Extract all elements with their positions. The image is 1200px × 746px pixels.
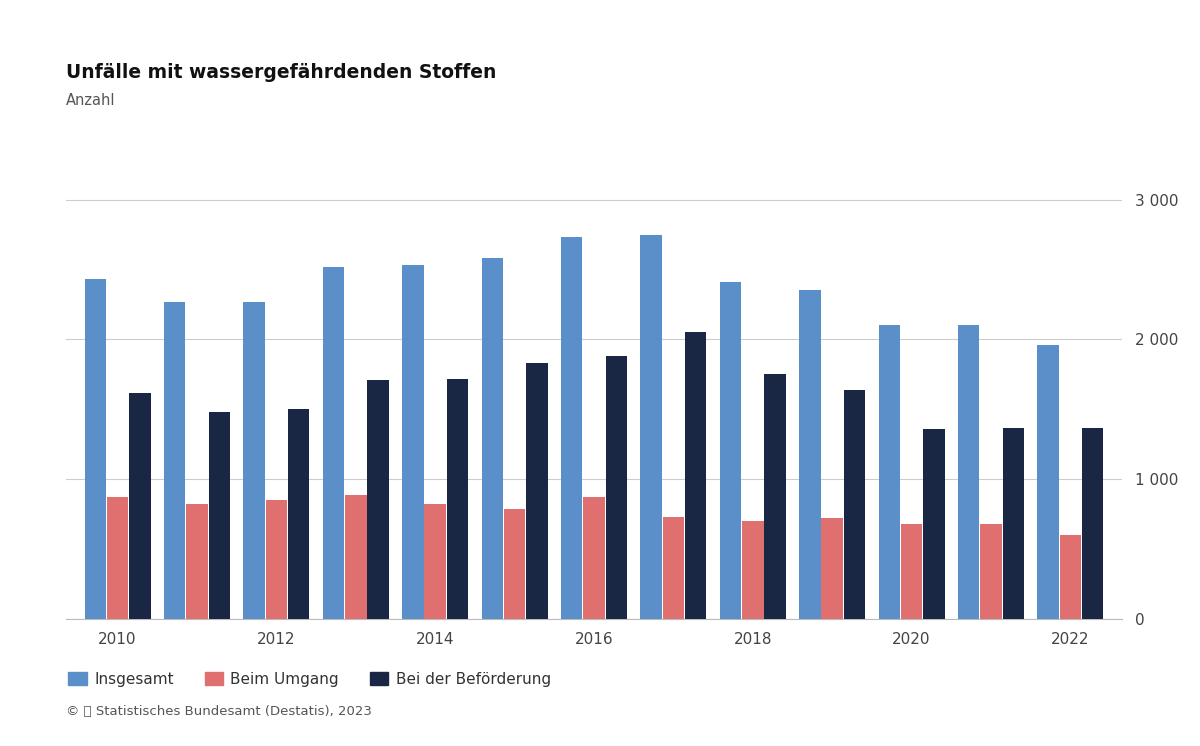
Bar [526, 363, 547, 619]
Bar [1002, 427, 1024, 619]
Bar [265, 501, 287, 619]
Bar [980, 524, 1002, 619]
Bar [367, 380, 389, 619]
Bar [1038, 345, 1058, 619]
Bar [85, 279, 106, 619]
Bar [323, 266, 344, 619]
Bar [346, 495, 366, 619]
Bar [1082, 427, 1103, 619]
Bar [130, 392, 150, 619]
Bar [425, 504, 446, 619]
Bar [164, 301, 186, 619]
Bar [799, 290, 821, 619]
Bar [107, 498, 128, 619]
Bar [901, 524, 923, 619]
Bar [402, 266, 424, 619]
Bar [844, 389, 865, 619]
Text: © 📊 Statistisches Bundesamt (Destatis), 2023: © 📊 Statistisches Bundesamt (Destatis), … [66, 705, 372, 718]
Bar [562, 237, 582, 619]
Bar [742, 521, 763, 619]
Bar [288, 410, 310, 619]
Bar [446, 378, 468, 619]
Bar [209, 412, 230, 619]
Bar [958, 325, 979, 619]
Bar [1060, 536, 1081, 619]
Bar [244, 301, 265, 619]
Bar [186, 504, 208, 619]
Bar [481, 258, 503, 619]
Bar [662, 517, 684, 619]
Text: Anzahl: Anzahl [66, 93, 115, 108]
Legend: Insgesamt, Beim Umgang, Bei der Beförderung: Insgesamt, Beim Umgang, Bei der Beförder… [68, 671, 551, 686]
Bar [923, 429, 944, 619]
Bar [606, 357, 626, 619]
Bar [878, 325, 900, 619]
Bar [685, 333, 707, 619]
Bar [720, 282, 742, 619]
Text: Unfälle mit wassergefährdenden Stoffen: Unfälle mit wassergefährdenden Stoffen [66, 63, 497, 82]
Bar [641, 234, 662, 619]
Bar [764, 374, 786, 619]
Bar [822, 518, 842, 619]
Bar [504, 509, 526, 619]
Bar [583, 498, 605, 619]
